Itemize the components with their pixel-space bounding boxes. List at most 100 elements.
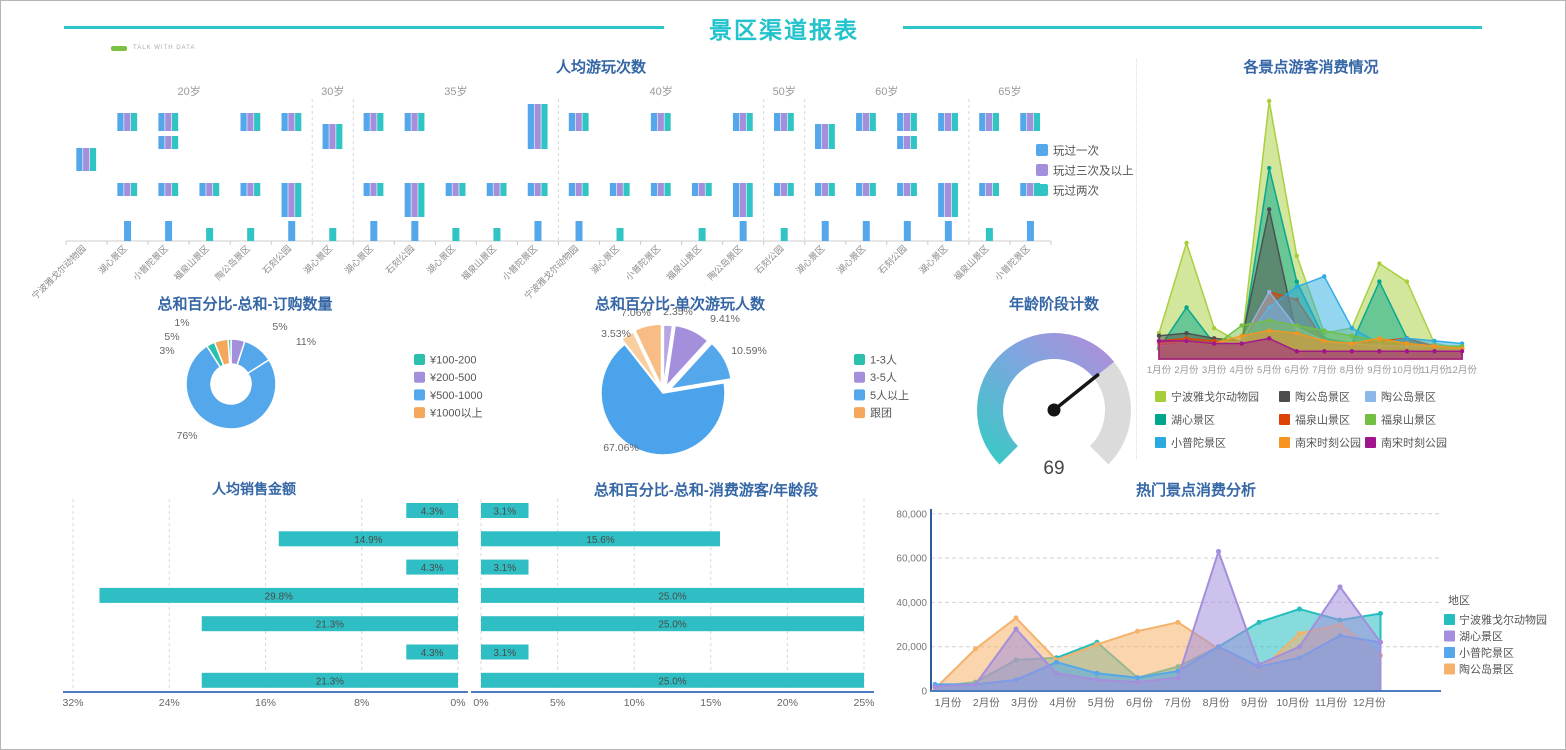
bar[interactable]: [370, 221, 378, 241]
bar[interactable]: [406, 644, 458, 660]
data-point[interactable]: [1184, 240, 1189, 246]
bar[interactable]: [199, 183, 206, 196]
bar[interactable]: [288, 221, 296, 241]
data-point[interactable]: [1322, 349, 1327, 354]
bar[interactable]: [99, 587, 458, 603]
spot-consumption-chart[interactable]: 1月份 2月份 3月份 4月份 5月份 6月份 7月份 8月份 9月份 10月份11月份12月份宁…: [1141, 51, 1561, 461]
bar[interactable]: [254, 183, 261, 196]
bar[interactable]: [172, 136, 179, 149]
pie-slice[interactable]: [662, 324, 674, 388]
bar[interactable]: [732, 183, 740, 217]
data-point[interactable]: [1184, 338, 1189, 344]
data-point[interactable]: [1184, 331, 1189, 336]
bar[interactable]: [329, 228, 337, 241]
bar[interactable]: [459, 183, 466, 196]
data-point[interactable]: [1054, 670, 1059, 676]
bar[interactable]: [1020, 113, 1027, 131]
data-point[interactable]: [1322, 274, 1327, 279]
bar[interactable]: [582, 183, 589, 196]
bar[interactable]: [951, 183, 958, 217]
bar[interactable]: [897, 113, 904, 131]
bar[interactable]: [165, 221, 173, 241]
bar[interactable]: [481, 587, 864, 603]
pie-slice[interactable]: [664, 324, 709, 390]
bar[interactable]: [481, 672, 864, 688]
bar[interactable]: [657, 183, 664, 196]
bar[interactable]: [664, 113, 671, 131]
bar[interactable]: [664, 183, 671, 196]
bar[interactable]: [979, 113, 986, 131]
data-point[interactable]: [1377, 279, 1382, 284]
bar[interactable]: [130, 113, 138, 131]
bar[interactable]: [992, 113, 999, 131]
bar[interactable]: [124, 183, 131, 196]
bar[interactable]: [821, 124, 829, 149]
data-point[interactable]: [1267, 98, 1272, 104]
bar[interactable]: [650, 113, 658, 131]
legend-item[interactable]: ¥500-1000: [414, 389, 483, 402]
bar[interactable]: [172, 113, 179, 131]
bar[interactable]: [240, 113, 247, 131]
group-size-pie-chart[interactable]: 2.35% 9.41% 10.59% 67.06% 3.53% 7.06% 1-3人 3-5人…: [541, 286, 961, 476]
bar[interactable]: [746, 183, 753, 217]
bar[interactable]: [1033, 113, 1041, 131]
legend-item[interactable]: 玩过两次: [1036, 184, 1099, 198]
data-point[interactable]: [1094, 641, 1100, 647]
data-point[interactable]: [1322, 328, 1327, 333]
data-point[interactable]: [1432, 343, 1437, 349]
bar[interactable]: [404, 113, 411, 131]
bar[interactable]: [534, 221, 542, 241]
data-point[interactable]: [1432, 349, 1437, 354]
bar[interactable]: [575, 221, 583, 241]
data-point[interactable]: [1349, 333, 1355, 338]
bar[interactable]: [897, 136, 904, 149]
pie-slice[interactable]: [633, 323, 663, 387]
bar[interactable]: [486, 183, 493, 196]
data-point[interactable]: [1239, 333, 1244, 338]
bar[interactable]: [944, 183, 952, 217]
data-point[interactable]: [1297, 606, 1302, 612]
bar[interactable]: [247, 113, 254, 131]
bar[interactable]: [856, 113, 863, 131]
bar[interactable]: [411, 221, 419, 241]
legend-item[interactable]: 玩过一次: [1036, 144, 1099, 158]
bar[interactable]: [609, 183, 617, 196]
data-point[interactable]: [1297, 630, 1302, 636]
data-point[interactable]: [1267, 207, 1272, 212]
data-point[interactable]: [1294, 279, 1299, 284]
bar[interactable]: [787, 113, 794, 131]
data-point[interactable]: [1216, 548, 1221, 554]
bar[interactable]: [986, 183, 993, 196]
bar[interactable]: [828, 124, 835, 149]
bar[interactable]: [616, 228, 624, 241]
legend-item[interactable]: 南宋时刻公园: [1279, 436, 1361, 450]
bar[interactable]: [281, 113, 288, 131]
bar[interactable]: [568, 183, 575, 196]
data-point[interactable]: [1267, 289, 1272, 295]
bar[interactable]: [746, 113, 753, 131]
bar[interactable]: [616, 183, 623, 196]
bar[interactable]: [240, 183, 247, 196]
bar[interactable]: [821, 183, 829, 196]
legend-item[interactable]: 小普陀景区: [1155, 436, 1226, 450]
bar[interactable]: [657, 113, 664, 131]
data-point[interactable]: [1135, 628, 1140, 634]
data-point[interactable]: [1013, 626, 1019, 632]
data-point[interactable]: [1377, 261, 1382, 266]
data-point[interactable]: [973, 681, 978, 687]
bar[interactable]: [481, 531, 720, 547]
data-point[interactable]: [1256, 619, 1262, 625]
legend-item[interactable]: 福泉山景区: [1365, 413, 1436, 427]
bar[interactable]: [201, 672, 458, 688]
bar[interactable]: [411, 183, 418, 217]
data-point[interactable]: [1175, 619, 1181, 625]
bar[interactable]: [705, 183, 712, 196]
data-point[interactable]: [1175, 675, 1181, 681]
data-point[interactable]: [1459, 349, 1465, 354]
data-point[interactable]: [1322, 338, 1327, 344]
legend-item[interactable]: ¥1000以上: [414, 407, 483, 420]
bar[interactable]: [527, 183, 534, 196]
data-point[interactable]: [1349, 349, 1355, 354]
bar[interactable]: [992, 183, 999, 196]
data-point[interactable]: [1297, 644, 1302, 650]
